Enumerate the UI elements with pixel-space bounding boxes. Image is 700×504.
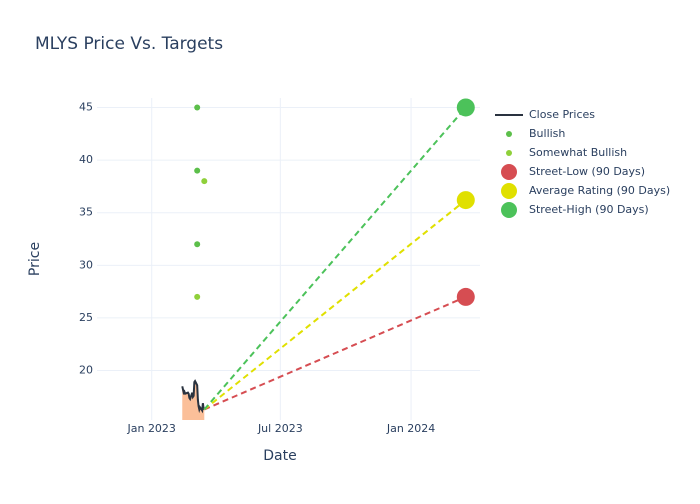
legend-label: Average Rating (90 Days) <box>529 184 670 197</box>
x-axis-title: Date <box>263 448 296 464</box>
legend-symbol <box>501 202 517 218</box>
x-tick-label: Jan 2024 <box>386 422 435 435</box>
price-line <box>181 379 206 414</box>
legend-label: Bullish <box>529 127 565 140</box>
legend-symbol <box>501 164 517 180</box>
target-line <box>203 199 467 411</box>
target-line <box>203 106 467 411</box>
x-tick-label: Jan 2023 <box>126 422 175 435</box>
x-tick-label: Jul 2023 <box>257 422 303 435</box>
y-tick-label: 35 <box>79 206 93 219</box>
y-tick-label: 45 <box>79 100 93 113</box>
chart-title: MLYS Price Vs. Targets <box>35 34 223 54</box>
legend-label: Street-Low (90 Days) <box>529 165 645 178</box>
target-line <box>203 295 467 411</box>
rating-point <box>201 178 208 185</box>
target-point <box>456 98 475 117</box>
legend-symbol <box>506 150 512 156</box>
legend-label: Street-High (90 Days) <box>529 203 649 216</box>
y-tick-label: 40 <box>79 153 93 166</box>
legend-symbol <box>501 183 517 199</box>
y-tick-label: 30 <box>79 258 93 271</box>
y-axis-title: Price <box>27 242 43 276</box>
target-point <box>456 287 475 306</box>
rating-point <box>194 167 201 174</box>
y-tick-label: 25 <box>79 311 93 324</box>
legend-label: Close Prices <box>529 108 595 121</box>
rating-point <box>194 241 201 248</box>
y-tick-label: 20 <box>79 364 93 377</box>
legend-symbol <box>506 131 512 137</box>
legend-label: Somewhat Bullish <box>529 146 627 159</box>
target-point <box>456 191 475 210</box>
rating-point <box>194 293 201 300</box>
rating-point <box>194 104 201 111</box>
